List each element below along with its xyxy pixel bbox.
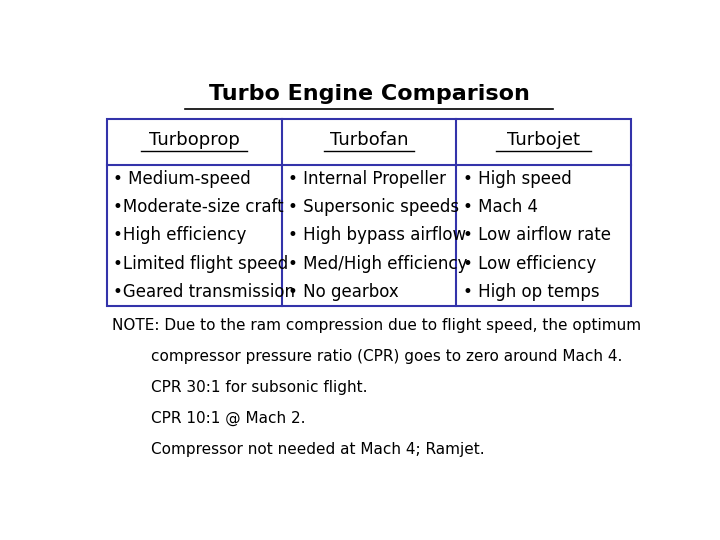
Text: • Low airflow rate: • Low airflow rate [463,226,611,244]
Text: CPR 10:1 @ Mach 2.: CPR 10:1 @ Mach 2. [112,411,306,426]
Text: Compressor not needed at Mach 4; Ramjet.: Compressor not needed at Mach 4; Ramjet. [112,442,485,456]
Text: • Med/High efficiency: • Med/High efficiency [288,254,468,273]
Text: • Mach 4: • Mach 4 [463,198,538,216]
Text: NOTE: Due to the ram compression due to flight speed, the optimum: NOTE: Due to the ram compression due to … [112,319,642,333]
FancyBboxPatch shape [107,119,631,306]
Text: • High op temps: • High op temps [463,283,600,301]
Text: • High speed: • High speed [463,170,572,188]
Text: Turbo Engine Comparison: Turbo Engine Comparison [209,84,529,104]
Text: • Internal Propeller: • Internal Propeller [288,170,446,188]
Text: Turboprop: Turboprop [149,131,240,149]
Text: CPR 30:1 for subsonic flight.: CPR 30:1 for subsonic flight. [112,380,368,395]
Text: •Geared transmission: •Geared transmission [114,283,295,301]
Text: Turbofan: Turbofan [330,131,408,149]
Text: • High bypass airflow: • High bypass airflow [288,226,467,244]
Text: • No gearbox: • No gearbox [288,283,399,301]
Text: •High efficiency: •High efficiency [114,226,247,244]
Text: •Limited flight speed: •Limited flight speed [114,254,289,273]
Text: • Low efficiency: • Low efficiency [463,254,596,273]
Text: compressor pressure ratio (CPR) goes to zero around Mach 4.: compressor pressure ratio (CPR) goes to … [112,349,623,364]
Text: Turbojet: Turbojet [508,131,580,149]
Text: •Moderate-size craft: •Moderate-size craft [114,198,284,216]
Text: • Medium-speed: • Medium-speed [114,170,251,188]
Text: • Supersonic speeds: • Supersonic speeds [288,198,459,216]
